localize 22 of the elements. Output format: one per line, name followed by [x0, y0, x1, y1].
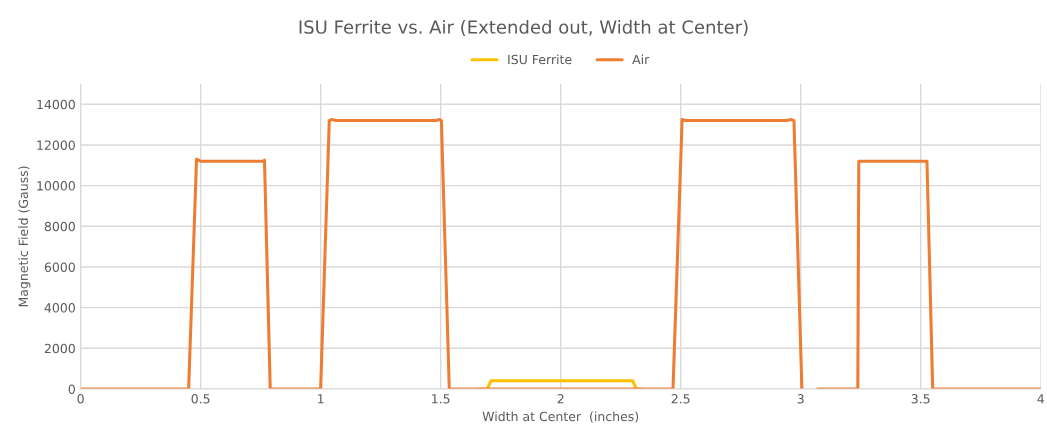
y-tick-label: 8000: [44, 221, 75, 232]
x-tick-label: 1: [318, 394, 324, 404]
x-tick-label: 0.5: [191, 394, 210, 404]
x-tick-label: 4: [1037, 394, 1044, 404]
x-axis-title: Width at Center (inches): [482, 411, 639, 423]
x-tick-label: 2: [557, 394, 564, 404]
y-tick-label: 14000: [37, 99, 75, 110]
y-tick-label: 10000: [37, 181, 75, 191]
y-tick-label: 4000: [44, 303, 75, 313]
x-tick-label: 2.5: [671, 394, 690, 404]
y-tick-label: 12000: [37, 140, 75, 150]
y-tick-label: 2000: [44, 343, 75, 354]
x-tick-label: 3: [797, 394, 804, 404]
x-tick-label: 1.5: [432, 394, 450, 404]
legend-label: Air: [632, 54, 650, 65]
y-tick-label: 0: [68, 384, 75, 394]
y-tick-label: 6000: [44, 262, 75, 272]
chart-title: ISU Ferrite vs. Air (Extended out, Width at Center): [299, 19, 748, 36]
x-tick-label: 3.5: [911, 394, 930, 404]
x-tick-label: 0: [77, 394, 84, 404]
y-axis-title: Magnetic Field (Gauss): [18, 166, 31, 307]
legend-label: ISU Ferrite: [508, 54, 572, 65]
